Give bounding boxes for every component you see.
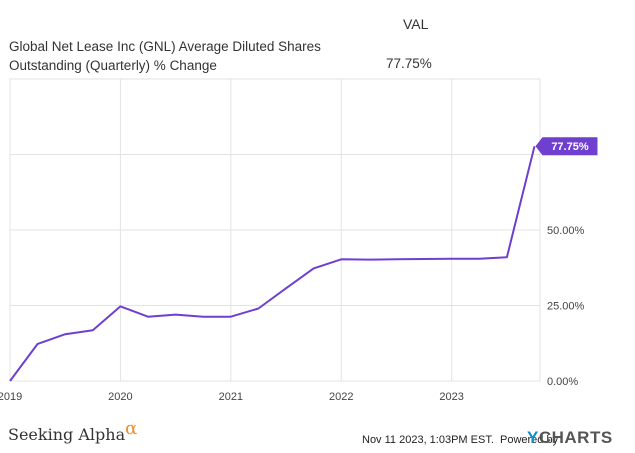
y-tick-label: 50.00% — [547, 225, 585, 237]
timestamp-text: Nov 11 2023, 1:03PM EST. — [362, 434, 494, 446]
y-tick-label: 25.00% — [547, 301, 585, 313]
ycharts-y-mark: Y — [527, 428, 539, 447]
chart-grid — [9, 78, 541, 382]
y-tick-label: 0.00% — [547, 376, 578, 388]
series-title: Global Net Lease Inc (GNL) Average Dilut… — [9, 39, 321, 73]
series-group — [9, 145, 536, 382]
end-value-label: 77.75% — [551, 141, 589, 153]
series-latest-value: 77.75% — [386, 56, 432, 71]
footer-timestamp: Nov 11 2023, 1:03PM EST. Powered by — [362, 434, 558, 446]
x-tick-label: 2022 — [329, 391, 353, 403]
x-axis-ticks: 2019 2020 2021 2022 2023 — [0, 391, 464, 403]
x-tick-label: 2020 — [108, 391, 132, 403]
alpha-icon: α — [125, 418, 138, 439]
powered-by-text: Powered by — [500, 434, 559, 446]
x-tick-label: 2021 — [219, 391, 243, 403]
end-value-badge — [535, 137, 598, 156]
end-value-label-group: 77.75% — [535, 137, 598, 156]
ycharts-logo[interactable]: YCHARTS — [527, 428, 613, 448]
line-chart: 2019 2020 2021 2022 2023 0.00% 25.00% 50.00% 7… — [0, 78, 598, 403]
column-header-val: VAL — [403, 16, 429, 32]
x-tick-label: 2019 — [0, 391, 22, 403]
brand-name: Seeking Alpha — [8, 425, 126, 444]
x-tick-label: 2023 — [439, 391, 463, 403]
ycharts-wordmark: CHARTS — [538, 428, 613, 447]
series-line — [9, 145, 536, 382]
seeking-alpha-logo[interactable]: Seeking Alphaα — [8, 418, 137, 445]
y-axis-ticks: 0.00% 25.00% 50.00% — [547, 225, 585, 388]
